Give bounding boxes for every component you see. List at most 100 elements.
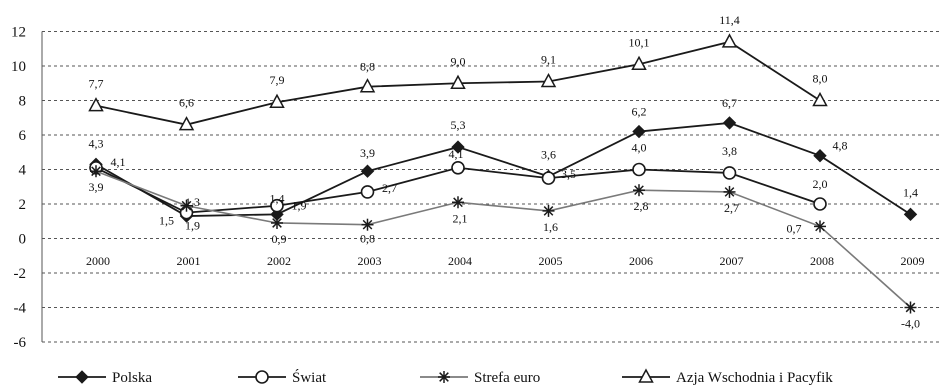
- legend-item: Świat: [238, 369, 327, 386]
- point-star: [633, 184, 645, 196]
- y-tick-label: 8: [19, 94, 27, 110]
- data-label: -4,0: [901, 317, 920, 331]
- data-label: 1,3: [185, 195, 200, 209]
- legend-label: Polska: [112, 370, 152, 386]
- data-label: 9,0: [451, 54, 466, 68]
- point-diamond: [905, 208, 917, 220]
- data-label: 4,8: [833, 139, 848, 153]
- point-triangle: [452, 76, 465, 88]
- y-tick-label: -6: [14, 335, 27, 351]
- data-label: 7,7: [89, 77, 104, 91]
- data-label: 4,1: [449, 147, 464, 161]
- point-star: [452, 196, 464, 208]
- point-circle: [814, 198, 826, 210]
- data-label: 4,0: [632, 141, 647, 155]
- point-circle: [633, 164, 645, 176]
- x-tick-label: 2002: [267, 254, 291, 268]
- data-label: 6,6: [179, 96, 194, 110]
- data-label: 0,8: [360, 232, 375, 246]
- point-triangle: [723, 35, 736, 47]
- y-tick-label: 2: [19, 197, 27, 213]
- data-label: 2,0: [813, 177, 828, 191]
- data-label: 1,5: [159, 214, 174, 228]
- legend-label: Strefa euro: [474, 370, 540, 386]
- data-label: 2,8: [634, 199, 649, 213]
- point-circle: [256, 371, 268, 383]
- x-tick-label: 2004: [448, 254, 472, 268]
- data-label: 3,6: [541, 147, 556, 161]
- data-label: 8,0: [813, 72, 828, 86]
- data-label: 3,5: [561, 167, 576, 181]
- point-circle: [543, 172, 555, 184]
- series-4: [90, 35, 827, 130]
- point-star: [438, 371, 450, 383]
- data-label: 1,9: [292, 199, 307, 213]
- data-label: 3,8: [722, 144, 737, 158]
- point-circle: [362, 186, 374, 198]
- point-star: [90, 165, 102, 177]
- legend-item: Strefa euro: [420, 370, 540, 386]
- y-tick-label: 10: [11, 59, 26, 75]
- point-star: [543, 205, 555, 217]
- grid-lines: [42, 32, 940, 343]
- point-star: [814, 220, 826, 232]
- point-diamond: [724, 117, 736, 129]
- legend-item: Azja Wschodnia i Pacyfik: [622, 370, 833, 386]
- series-2: [90, 162, 826, 219]
- data-label: 4,1: [111, 155, 126, 169]
- data-label: 8,8: [360, 60, 375, 74]
- data-label: 1,4: [270, 191, 285, 205]
- data-label: 7,9: [270, 73, 285, 87]
- data-label: 5,3: [451, 118, 466, 132]
- data-label: 1,4: [903, 185, 918, 199]
- x-tick-label: 2006: [629, 254, 653, 268]
- point-star: [362, 219, 374, 231]
- legend-label: Świat: [292, 369, 327, 386]
- x-tick-label: 2001: [177, 254, 201, 268]
- x-tick-label: 2008: [810, 254, 834, 268]
- data-label: 2,7: [382, 181, 397, 195]
- data-label: 9,1: [541, 53, 556, 67]
- data-label: 1,6: [543, 220, 558, 234]
- point-diamond: [362, 165, 374, 177]
- point-star: [271, 217, 283, 229]
- series-line: [96, 171, 911, 307]
- x-tick-label: 2000: [86, 254, 110, 268]
- data-label: 10,1: [629, 35, 650, 49]
- x-axis: 2000 2001 2002 2003 2004 2005 2006 2007 2008 2009: [86, 254, 925, 268]
- x-tick-label: 2007: [720, 254, 744, 268]
- data-label: 11,4: [719, 13, 740, 27]
- data-label: 3,9: [360, 146, 375, 160]
- point-circle: [452, 162, 464, 174]
- point-diamond: [814, 150, 826, 162]
- series-3: [90, 165, 917, 313]
- y-tick-label: 0: [19, 232, 27, 248]
- legend-item: Polska: [58, 370, 152, 386]
- point-diamond: [76, 371, 88, 383]
- y-tick-label: 6: [19, 128, 27, 144]
- x-tick-label: 2005: [539, 254, 563, 268]
- data-label: 2,1: [453, 211, 468, 225]
- point-triangle: [814, 94, 827, 106]
- data-label: 6,2: [632, 105, 647, 119]
- point-star: [724, 186, 736, 198]
- y-tick-label: 12: [11, 25, 26, 41]
- point-star: [905, 302, 917, 314]
- y-axis: -6 -4 -2 0 2 4 6 8 10 12: [11, 25, 42, 352]
- x-tick-label: 2003: [358, 254, 382, 268]
- legend-label: Azja Wschodnia i Pacyfik: [676, 370, 833, 386]
- series-lines: [90, 35, 917, 314]
- data-label: 3,9: [89, 180, 104, 194]
- data-label: 0,7: [787, 221, 802, 235]
- x-tick-label: 2009: [901, 254, 925, 268]
- y-tick-label: 4: [19, 163, 27, 179]
- legend: Polska Świat Strefa euro Azja Wschodnia i P…: [58, 369, 833, 386]
- point-diamond: [633, 126, 645, 138]
- point-circle: [724, 167, 736, 179]
- data-label: 1,9: [185, 219, 200, 233]
- y-tick-label: -2: [14, 266, 27, 282]
- data-label: 4,3: [89, 136, 104, 150]
- y-tick-label: -4: [14, 301, 27, 317]
